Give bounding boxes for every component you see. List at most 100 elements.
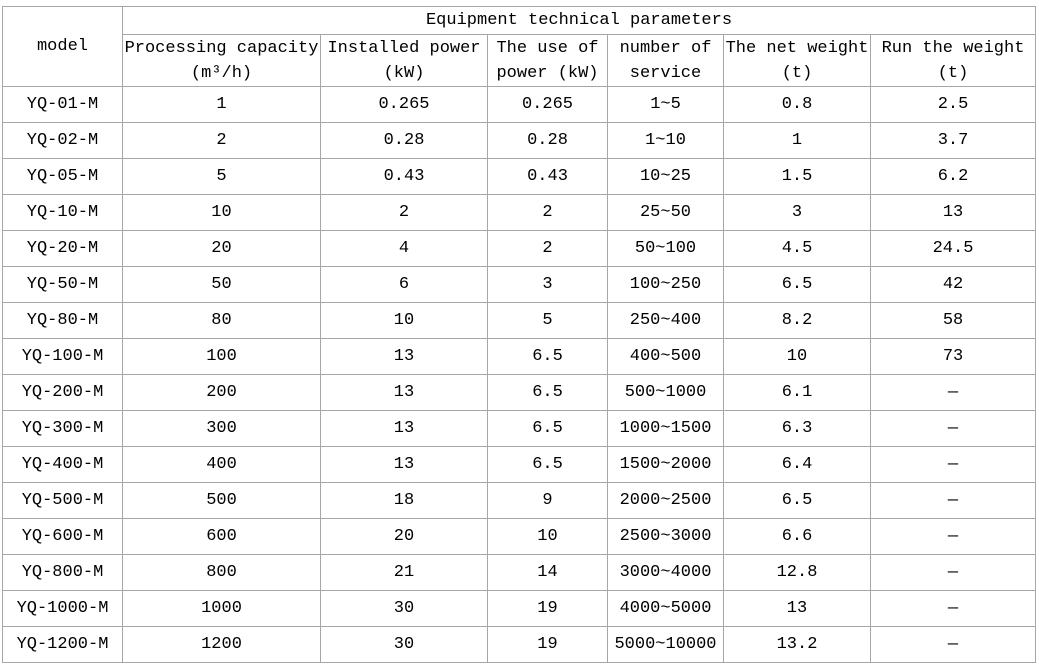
value-cell: 50	[122, 266, 321, 303]
table-row: YQ-10-M 10 2 2 25~50 3 13	[2, 194, 1037, 231]
value-cell: 2	[487, 230, 608, 267]
value-cell: 42	[869, 266, 1037, 303]
value-cell: 8.2	[723, 302, 871, 339]
value-cell: 6.5	[723, 482, 871, 519]
value-cell: 0.43	[487, 158, 608, 195]
value-cell: 13	[869, 194, 1037, 231]
column-header-unit: (m³/h)	[190, 63, 253, 83]
value-cell: 30	[320, 590, 488, 627]
value-cell: 500~1000	[607, 374, 724, 411]
value-cell: 6	[320, 266, 488, 303]
value-cell: 3	[723, 194, 871, 231]
column-header-label: The use of	[496, 38, 599, 58]
column-header-processing-capacity: Processing capacity (m³/h)	[122, 34, 321, 87]
model-cell: YQ-10-M	[2, 194, 123, 231]
column-header-installed-power: Installed power (kW)	[320, 34, 488, 87]
table-row: YQ-20-M 20 4 2 50~100 4.5 24.5	[2, 230, 1037, 267]
value-cell: 6.4	[723, 446, 871, 483]
column-header-label: Installed power	[327, 38, 481, 58]
column-header-run-weight: Run the weight (t)	[869, 34, 1037, 87]
table-row: YQ-100-M 100 13 6.5 400~500 10 73	[2, 338, 1037, 375]
value-cell: 200	[122, 374, 321, 411]
column-header-label: The net weight	[725, 38, 869, 58]
value-cell: 19	[487, 590, 608, 627]
table-row: YQ-01-M 1 0.265 0.265 1~5 0.8 2.5	[2, 86, 1037, 123]
value-cell: 6.2	[869, 158, 1037, 195]
value-cell: 2000~2500	[607, 482, 724, 519]
value-cell: 6.5	[487, 338, 608, 375]
column-header-label: Processing capacity	[124, 38, 319, 58]
table-row: YQ-200-M 200 13 6.5 500~1000 6.1—	[2, 374, 1037, 411]
model-cell: YQ-50-M	[2, 266, 123, 303]
value-cell: —	[869, 446, 1037, 483]
value-cell: 6.5	[487, 410, 608, 447]
value-cell: 1~10	[607, 122, 724, 159]
model-cell: YQ-500-M	[2, 482, 123, 519]
column-header-unit: (t)	[937, 63, 969, 83]
equipment-parameters-table: model Equipment technical parameters Pro…	[2, 6, 1037, 663]
value-cell: 2	[487, 194, 608, 231]
value-cell: 0.43	[320, 158, 488, 195]
value-cell: 10~25	[607, 158, 724, 195]
value-cell: 800	[122, 554, 321, 591]
value-cell: 6.5	[487, 446, 608, 483]
value-cell: 400	[122, 446, 321, 483]
value-cell: 18	[320, 482, 488, 519]
value-cell: 100~250	[607, 266, 724, 303]
table-row: YQ-800-M 800 21 14 3000~4000 12.8—	[2, 554, 1037, 591]
value-cell: 250~400	[607, 302, 724, 339]
value-cell: 13.2	[723, 626, 871, 663]
title-row: model Equipment technical parameters	[2, 6, 1037, 87]
value-cell: 0.265	[487, 86, 608, 123]
table-row: YQ-50-M 50 6 3 100~250 6.5 42	[2, 266, 1037, 303]
table-header: model Equipment technical parameters Pro…	[2, 6, 1037, 87]
value-cell: 5	[487, 302, 608, 339]
value-cell: 6.5	[723, 266, 871, 303]
value-cell: 21	[320, 554, 488, 591]
value-cell: 3	[487, 266, 608, 303]
value-cell: 4	[320, 230, 488, 267]
value-cell: 1	[122, 86, 321, 123]
column-header-unit: power (kW)	[496, 63, 599, 83]
model-cell: YQ-300-M	[2, 410, 123, 447]
value-cell: 6.6	[723, 518, 871, 555]
model-cell: YQ-800-M	[2, 554, 123, 591]
table-title: Equipment technical parameters	[121, 6, 1037, 35]
value-cell: —	[869, 374, 1037, 411]
value-cell: 1	[723, 122, 871, 159]
value-cell: 6.5	[487, 374, 608, 411]
subheader-row: Processing capacity (m³/h) Installed pow…	[3, 34, 1037, 87]
table-row: YQ-1200-M 1200 30 19 5000~10000 13.2—	[2, 626, 1037, 663]
value-cell: 1000~1500	[607, 410, 724, 447]
table-row: YQ-1000-M 1000 30 19 4000~5000 13—	[2, 590, 1037, 627]
value-cell: 5000~10000	[607, 626, 724, 663]
value-cell: 30	[320, 626, 488, 663]
value-cell: 4.5	[723, 230, 871, 267]
value-cell: 10	[487, 518, 608, 555]
column-header-use-of-power: The use of power (kW)	[487, 34, 608, 87]
value-cell: 20	[320, 518, 488, 555]
model-cell: YQ-600-M	[2, 518, 123, 555]
value-cell: 1200	[122, 626, 321, 663]
value-cell: 12.8	[723, 554, 871, 591]
value-cell: —	[869, 554, 1037, 591]
model-cell: YQ-02-M	[2, 122, 123, 159]
column-header-label: number of	[619, 38, 712, 58]
value-cell: 6.3	[723, 410, 871, 447]
model-cell: YQ-20-M	[2, 230, 123, 267]
value-cell: 2.5	[869, 86, 1037, 123]
value-cell: 300	[122, 410, 321, 447]
column-header-unit: service	[629, 63, 702, 83]
value-cell: 25~50	[607, 194, 724, 231]
model-cell: YQ-1000-M	[2, 590, 123, 627]
model-cell: YQ-01-M	[2, 86, 123, 123]
value-cell: 500	[122, 482, 321, 519]
value-cell: 2	[122, 122, 321, 159]
value-cell: 13	[320, 374, 488, 411]
value-cell: 1~5	[607, 86, 724, 123]
value-cell: 14	[487, 554, 608, 591]
column-header-unit: (kW)	[383, 63, 425, 83]
value-cell: —	[869, 626, 1037, 663]
value-cell: 10	[122, 194, 321, 231]
